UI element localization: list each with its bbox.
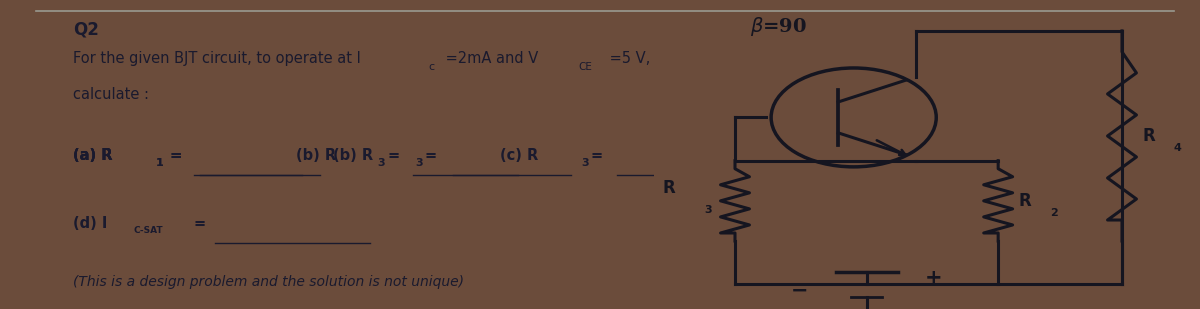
Text: 2: 2: [1050, 208, 1057, 218]
Text: =2mA and V: =2mA and V: [440, 51, 538, 66]
Text: R: R: [1019, 192, 1032, 210]
Text: 1: 1: [155, 158, 163, 167]
Text: 3: 3: [415, 158, 424, 167]
Text: +: +: [925, 268, 942, 288]
Text: CE: CE: [578, 62, 593, 72]
Text: =5 V,: =5 V,: [605, 51, 650, 66]
Text: (d) I: (d) I: [73, 216, 108, 231]
Text: (c) R: (c) R: [499, 148, 538, 163]
Text: (a) R: (a) R: [73, 148, 113, 163]
Text: Q2: Q2: [73, 20, 98, 38]
Text: =: =: [388, 148, 400, 163]
Text: For the given BJT circuit, to operate at I: For the given BJT circuit, to operate at…: [73, 51, 361, 66]
Text: 3: 3: [582, 158, 589, 167]
Text: C-SAT: C-SAT: [133, 226, 163, 235]
Text: (b) R: (b) R: [332, 148, 373, 163]
Text: (b) R: (b) R: [295, 148, 336, 163]
Text: =: =: [424, 148, 437, 163]
Text: calculate :: calculate :: [73, 87, 149, 102]
Text: =: =: [590, 148, 604, 163]
Text: =: =: [164, 148, 181, 163]
Text: $\beta$=90: $\beta$=90: [750, 15, 808, 38]
Text: =: =: [193, 216, 205, 231]
Text: R: R: [662, 180, 676, 197]
Text: 3: 3: [378, 158, 385, 167]
Text: −: −: [791, 281, 809, 300]
Text: (a) R: (a) R: [73, 148, 113, 163]
Text: 1: 1: [156, 158, 163, 167]
Text: c: c: [428, 62, 434, 72]
Text: (a) R: (a) R: [73, 148, 113, 163]
Text: R: R: [1142, 127, 1156, 145]
Text: 3: 3: [704, 205, 712, 215]
Text: 4: 4: [1174, 143, 1182, 153]
Text: (This is a design problem and the solution is not unique): (This is a design problem and the soluti…: [73, 275, 464, 289]
Text: =: =: [164, 148, 181, 163]
